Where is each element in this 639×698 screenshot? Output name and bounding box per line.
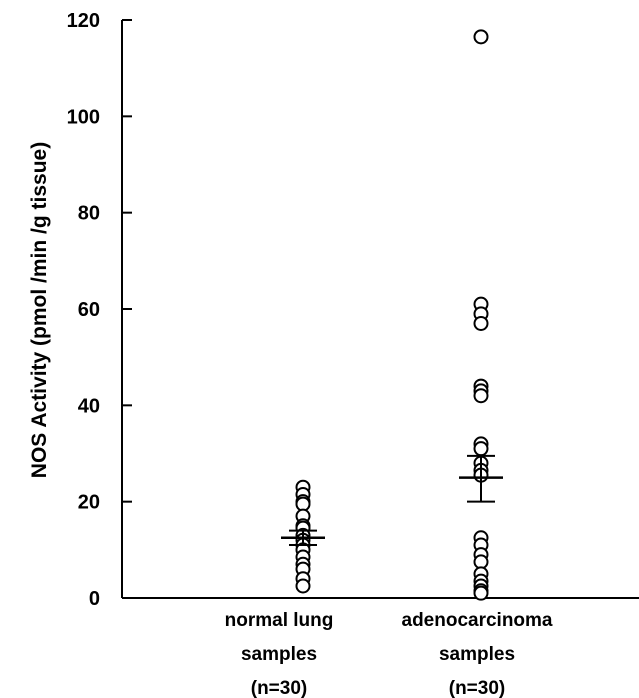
y-axis-ticks: 0 20 40 60 80 100 120	[67, 10, 132, 610]
category-label-line: normal lung	[225, 610, 334, 631]
data-point	[295, 578, 311, 594]
y-tick-label: 40	[78, 395, 100, 417]
data-point	[473, 585, 489, 601]
data-point	[473, 388, 489, 404]
category-label-line: (n=30)	[251, 678, 308, 698]
y-tick-label: 100	[67, 106, 100, 128]
y-tick-label: 60	[78, 299, 100, 321]
axes	[121, 20, 639, 599]
y-tick-label: 0	[89, 588, 100, 610]
y-tick-label: 20	[78, 492, 100, 514]
category-label-line: samples	[439, 644, 515, 665]
y-axis-title: NOS Activity (pmol /min /g tissue)	[28, 142, 51, 478]
data-point	[473, 315, 489, 331]
y-tick-label: 80	[78, 203, 100, 225]
category-label-line: samples	[241, 644, 317, 665]
data-point	[473, 441, 489, 457]
category-label-line: adenocarcinoma	[402, 610, 553, 631]
category-labels: normal lung samples (n=30) adenocarcinoma sa…	[225, 610, 553, 698]
data-point	[473, 29, 489, 45]
category-label-line: (n=30)	[449, 678, 506, 698]
mean-error-bars	[281, 454, 503, 547]
data-points	[295, 29, 489, 601]
y-tick-label: 120	[67, 10, 100, 32]
